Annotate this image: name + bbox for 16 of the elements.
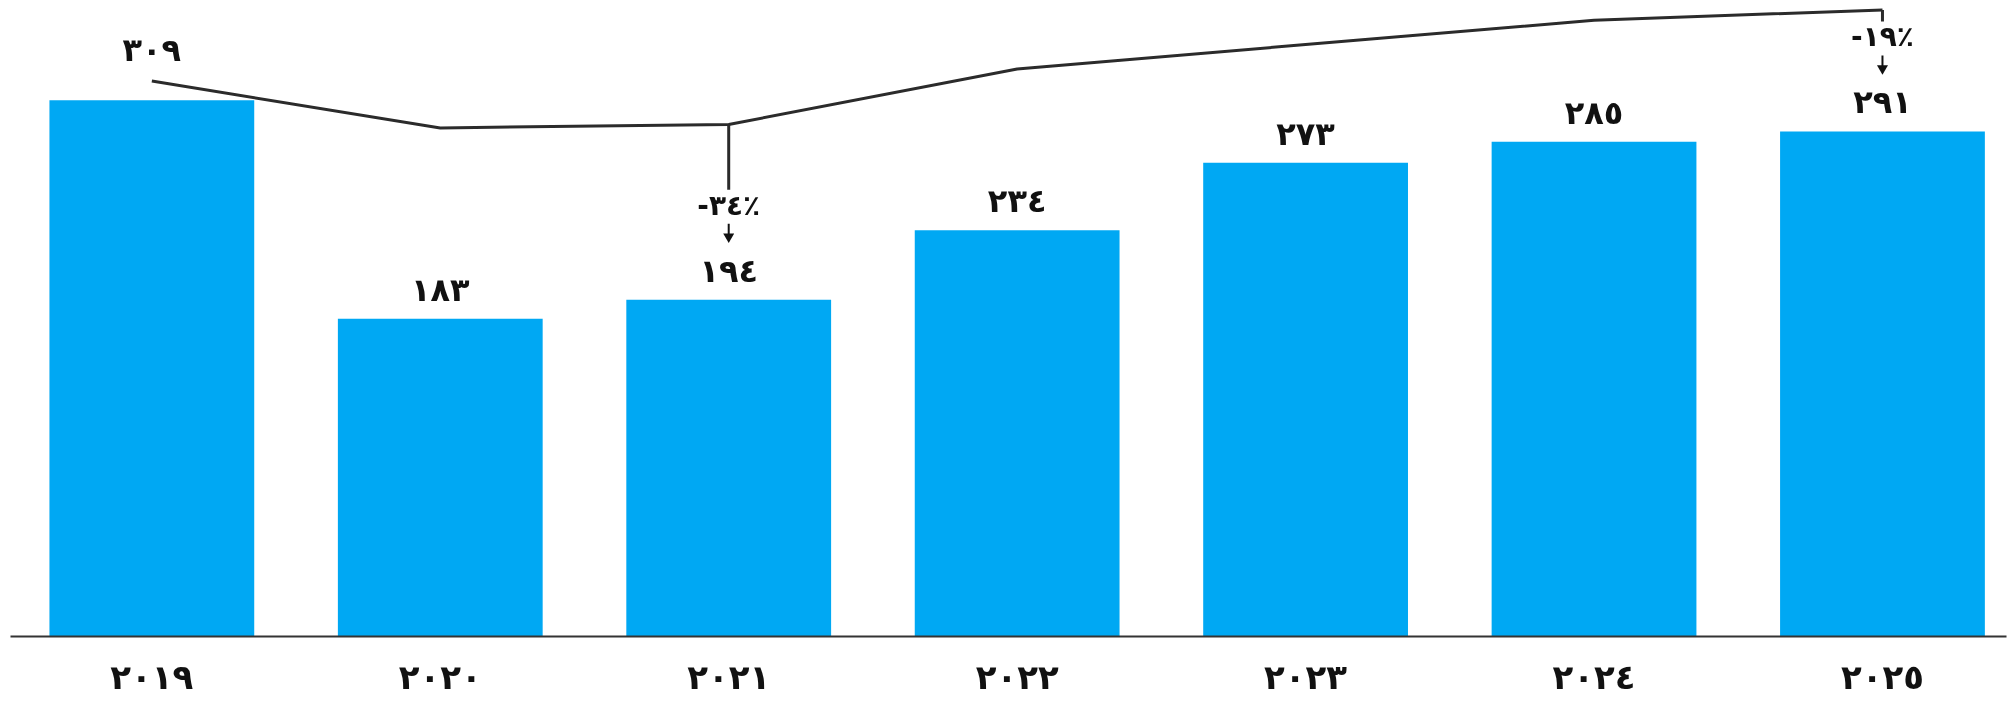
data-label: ١٩٤ [699, 251, 759, 290]
x-tick-label: ٢٠٢٣ [1264, 656, 1348, 697]
x-tick-label: ٢٠٢٤ [1552, 656, 1636, 697]
x-tick-label: ٢٠٢٥ [1840, 656, 1924, 697]
data-label: ٢٧٣ [1276, 114, 1336, 153]
data-label: ٢٣٤ [987, 182, 1047, 221]
data-label: ٢٨٥ [1564, 93, 1624, 132]
data-label: ١٨٣ [410, 270, 471, 309]
x-tick-label: ٢٠٢١ [687, 656, 771, 697]
x-tick-label: ٢٠٢٢ [975, 656, 1059, 697]
data-label: ٢٩١ [1853, 83, 1912, 122]
annotation: -٣٤٪ [697, 188, 761, 222]
x-tick-label: ٢٠٢٠ [398, 656, 482, 697]
x-tick-label: ٢٠١٩ [110, 656, 194, 697]
data-label: ٣٠٩ [122, 31, 182, 70]
annotation: -١٩٪ [1851, 20, 1914, 54]
